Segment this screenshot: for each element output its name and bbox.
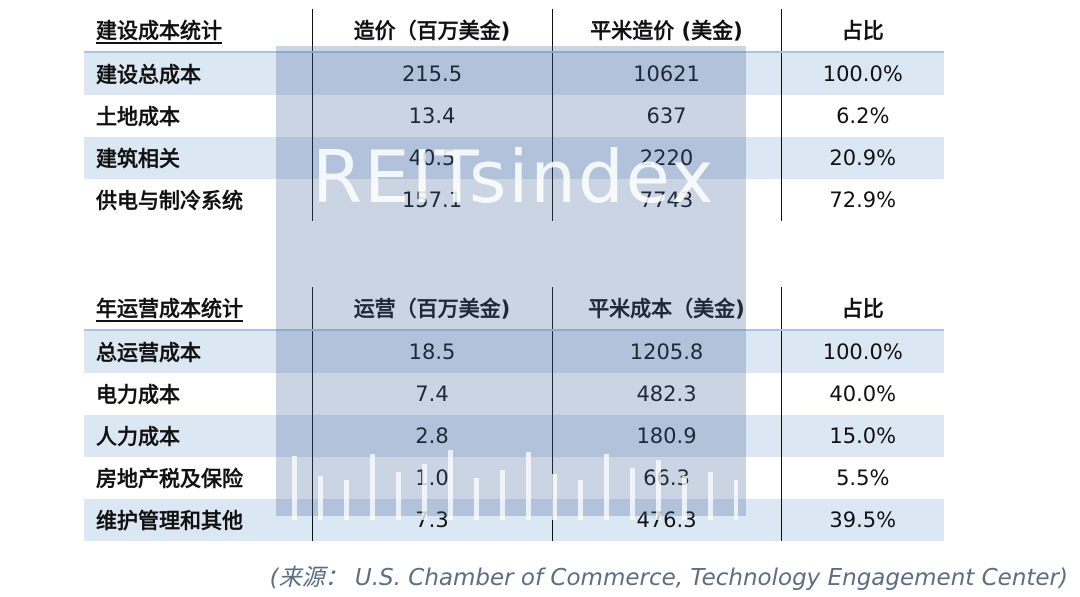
table-row: 建设总成本 215.5 10621 100.0% [84, 52, 944, 95]
table-cell: 215.5 [311, 52, 552, 95]
row-label: 人力成本 [84, 415, 312, 457]
table-cell: 20.9% [780, 137, 944, 179]
column-header: 占比 [780, 287, 944, 331]
column-header: 运营（百万美金) [311, 287, 552, 331]
table-cell: 40.0% [780, 373, 944, 415]
table-cell: 5.5% [780, 457, 944, 499]
column-header: 平米成本（美金) [551, 287, 781, 331]
table-row: 电力成本 7.4 482.3 40.0% [84, 373, 944, 415]
row-label: 维护管理和其他 [84, 499, 312, 541]
row-label: 房地产税及保险 [96, 467, 243, 491]
table-row: 总运营成本 18.5 1205.8 100.0% [84, 330, 944, 373]
table-cell: 100.0% [780, 52, 944, 95]
table-cell: 2220 [551, 137, 781, 179]
construction-cost-table: 建设成本统计 造价（百万美金) 平米造价 (美金) 占比 建设总成本 215.5… [84, 9, 944, 221]
table-cell: 2.8 [311, 415, 552, 457]
column-header: 占比 [780, 9, 944, 53]
table-cell: 1.0 [311, 457, 552, 499]
table-cell: 72.9% [780, 179, 944, 221]
table-row: 建筑相关 40.5 2220 20.9% [84, 137, 944, 179]
table-cell: 6.2% [780, 95, 944, 137]
table-cell: 157.1 [311, 179, 552, 221]
table-cell: 40.5 [311, 137, 552, 179]
table-row: 人力成本 2.8 180.9 15.0% [84, 415, 944, 457]
column-header: 平米造价 (美金) [551, 9, 781, 53]
table-cell: 18.5 [311, 330, 552, 373]
row-label: 建筑相关 [84, 137, 312, 179]
row-label: 土地成本 [96, 105, 180, 129]
table-cell: 7743 [551, 179, 781, 221]
table-cell: 637 [551, 95, 781, 137]
operating-cost-table: 年运营成本统计 运营（百万美金) 平米成本（美金) 占比 总运营成本 18.5 … [84, 287, 944, 541]
row-label: 电力成本 [96, 383, 180, 407]
table-header-row: 建设成本统计 造价（百万美金) 平米造价 (美金) 占比 [84, 9, 944, 53]
column-header: 造价（百万美金) [311, 9, 552, 53]
table-row: 房地产税及保险 1.0 66.3 5.5% [84, 457, 944, 499]
table-cell: 1205.8 [551, 330, 781, 373]
table-cell: 66.3 [551, 457, 781, 499]
table-cell: 13.4 [311, 95, 552, 137]
table-cell: 15.0% [780, 415, 944, 457]
table-cell: 7.3 [311, 499, 552, 541]
table-header-row: 年运营成本统计 运营（百万美金) 平米成本（美金) 占比 [84, 287, 944, 331]
table-cell: 100.0% [780, 330, 944, 373]
table-row: 维护管理和其他 7.3 476.3 39.5% [84, 499, 944, 541]
column-header: 年运营成本统计 [84, 287, 312, 331]
row-label: 供电与制冷系统 [96, 189, 243, 213]
row-label: 建设总成本 [84, 52, 312, 95]
table-cell: 180.9 [551, 415, 781, 457]
row-label: 总运营成本 [84, 330, 312, 373]
table-cell: 39.5% [780, 499, 944, 541]
source-citation: (来源： U.S. Chamber of Commerce, Technolog… [269, 565, 1068, 591]
table-cell: 7.4 [311, 373, 552, 415]
table-cell: 476.3 [551, 499, 781, 541]
table-row: 供电与制冷系统 157.1 7743 72.9% [84, 179, 944, 221]
table-row: 土地成本 13.4 637 6.2% [84, 95, 944, 137]
table-cell: 10621 [551, 52, 781, 95]
column-header: 建设成本统计 [84, 9, 312, 53]
table-cell: 482.3 [551, 373, 781, 415]
